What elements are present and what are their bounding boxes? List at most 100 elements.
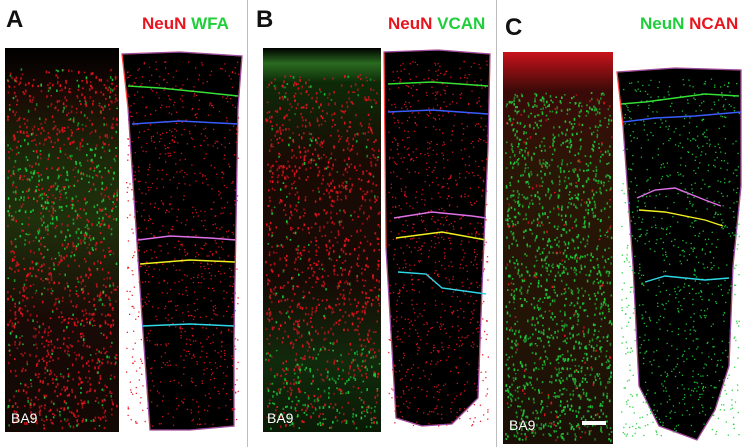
cell-dot [307,267,309,270]
cell-dot [606,270,609,273]
cell-dot [106,79,109,82]
cell-dot [31,84,34,88]
cell-dot [61,128,63,132]
cell-dot [61,388,63,391]
cell-dot [48,189,50,191]
cell-dot [479,324,481,326]
cell-dot [86,159,89,162]
cell-dot [369,199,371,202]
cell-dot [208,405,210,407]
cell-dot [42,215,45,218]
cell-dot [276,406,279,408]
cell-dot [50,292,53,294]
cell-dot [418,172,420,174]
cell-dot [426,334,428,336]
cell-dot [518,142,520,146]
cell-dot [352,413,355,416]
cell-dot [434,119,437,121]
cell-dot [58,261,61,264]
cell-dot [585,392,588,395]
cell-dot [439,65,441,68]
cell-dot [166,243,169,245]
cell-dot [477,369,479,371]
cell-dot [301,408,303,411]
cell-dot [570,182,573,186]
cell-dot [373,371,375,373]
cell-dot [8,344,11,347]
cell-dot [432,350,435,352]
cell-dot [53,373,56,376]
cell-dot [12,191,15,194]
cell-dot [21,314,24,317]
cell-dot [468,102,470,105]
cell-dot [391,196,394,198]
cell-dot [136,124,138,126]
cell-dot [411,112,413,114]
cell-dot [297,387,300,391]
stain-wfa-label: WFA [191,14,229,33]
cell-dot [336,241,339,244]
cell-dot [52,359,54,362]
cell-dot [175,326,177,328]
cell-dot [92,100,95,103]
cell-dot [364,199,367,202]
cell-dot [339,293,342,296]
cell-dot [89,319,92,321]
cell-dot [90,84,92,88]
cell-dot [130,391,132,393]
cell-dot [281,368,284,371]
cell-dot [207,114,210,116]
cell-dot [457,336,460,339]
cell-dot [225,419,228,421]
cell-dot [363,339,365,342]
cell-dot [463,128,465,130]
cell-dot [289,75,292,77]
cell-dot [327,165,329,169]
cell-dot [11,325,14,328]
cell-dot [346,380,348,383]
cell-dot [340,392,342,395]
cell-dot [589,269,592,273]
cell-dot [19,178,21,180]
cell-dot [411,299,413,301]
cell-dot [534,324,536,327]
cell-dot [562,367,565,371]
cell-dot [209,250,211,253]
cell-dot [109,277,111,280]
cell-dot [292,132,294,134]
cell-dot [479,420,482,422]
cell-dot [353,422,355,425]
cell-dot [75,306,77,309]
cell-dot [430,373,432,376]
cell-dot [277,174,280,177]
cell-dot [217,270,220,272]
cell-dot [368,340,370,343]
cell-dot [14,79,17,82]
cell-dot [195,256,197,258]
cell-dot [135,112,138,114]
cell-dot [305,409,307,412]
cell-dot [366,337,369,341]
cell-dot [228,328,230,330]
cell-dot [404,318,406,320]
cell-dot [432,107,435,109]
cell-dot [168,211,170,213]
cell-dot [144,420,146,423]
cell-dot [441,83,444,85]
cell-dot [565,133,567,137]
cell-dot [216,367,218,369]
cell-dot [304,403,306,407]
cell-dot [303,155,306,158]
cell-dot [274,87,277,90]
cell-dot [485,125,487,127]
cell-dot [338,184,341,188]
cell-dot [342,294,345,297]
cell-dot [155,61,157,63]
cell-dot [43,407,46,410]
cell-dot [303,106,305,109]
cell-dot [25,287,27,290]
cell-dot [58,316,60,319]
cell-dot [14,302,16,305]
cell-dot [595,298,598,301]
cell-dot [443,158,445,160]
